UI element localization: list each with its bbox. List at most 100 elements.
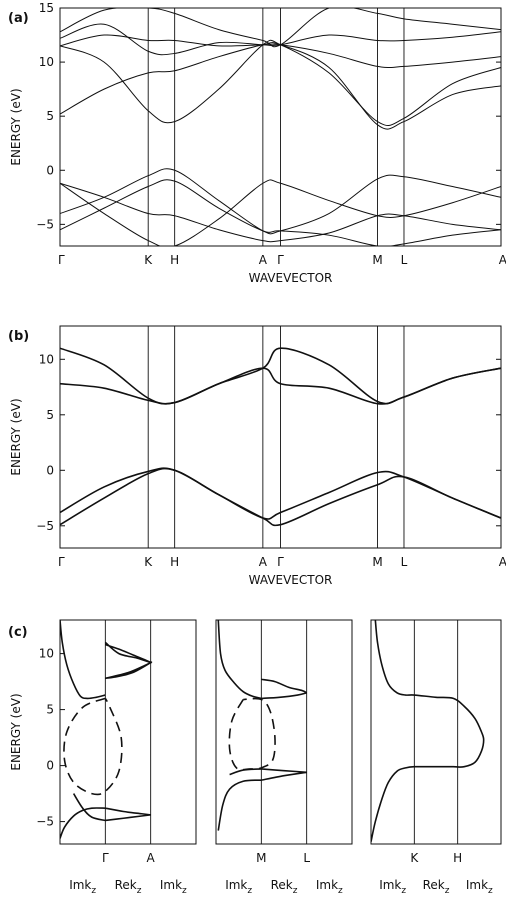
y-tick-label: −5 [36, 519, 54, 533]
band-line [261, 692, 307, 700]
kpoint-label: K [410, 851, 419, 865]
band-line [60, 39, 501, 127]
y-tick-label: 10 [39, 352, 54, 366]
complex-bands [60, 620, 153, 839]
y-tick-label: 0 [46, 463, 54, 477]
band-line [60, 467, 501, 527]
column-label-text: Imk [316, 878, 338, 892]
y-tick-label: −5 [36, 217, 54, 231]
plot-frame [59, 619, 197, 845]
panel-label: (b) [8, 329, 29, 344]
y-tick-label: 0 [46, 163, 54, 177]
x-axis-label: WAVEVECTOR [249, 573, 333, 587]
column-label-subscript: z [445, 886, 450, 896]
column-label: Imkz [379, 878, 406, 896]
band-line [261, 771, 307, 781]
y-tick-label: 15 [39, 1, 54, 15]
band-line [105, 807, 151, 816]
kpoint-label: L [401, 555, 408, 569]
kpoint-label: M [256, 851, 266, 865]
band-line [72, 793, 106, 822]
dashed-band-line [228, 697, 276, 771]
band-line [60, 182, 501, 243]
column-label: Imkz [466, 878, 493, 896]
band-line [261, 678, 308, 694]
band-line [371, 620, 485, 842]
y-axis-label: ENERGY (eV) [9, 88, 23, 165]
kpoint-label: K [144, 555, 153, 569]
column-label-text: Imk [69, 878, 91, 892]
column-label: Rekz [115, 878, 142, 896]
kpoint-label: L [401, 253, 408, 267]
complex-bands [217, 620, 308, 831]
kpoint-label: H [170, 253, 179, 267]
complex-bands [371, 620, 485, 842]
band-line [217, 620, 262, 700]
column-label-text: Imk [225, 878, 247, 892]
column-label-subscript: z [247, 886, 252, 896]
kpoint-label: K [144, 253, 153, 267]
band-line [229, 768, 262, 776]
band-line [60, 42, 501, 130]
y-axis-label: ENERGY (eV) [9, 693, 23, 770]
panel-label: (a) [8, 11, 29, 26]
column-label-subscript: z [401, 886, 406, 896]
kpoint-label: Γ [277, 253, 284, 267]
band-line [60, 179, 501, 246]
y-tick-label: 10 [39, 647, 54, 661]
column-label-subscript: z [91, 886, 96, 896]
kpoint-label: Γ [102, 851, 109, 865]
column-label-subscript: z [488, 886, 493, 896]
plot-frame [215, 619, 353, 845]
band-line [60, 179, 501, 246]
band-line [217, 779, 262, 831]
kpoint-label: H [453, 851, 462, 865]
band-line [105, 661, 153, 680]
column-label-subscript: z [137, 886, 142, 896]
y-tick-label: 5 [46, 703, 54, 717]
y-tick-label: 5 [46, 109, 54, 123]
column-label-subscript: z [182, 886, 187, 896]
panel-label: (c) [8, 625, 28, 640]
band-line [60, 8, 501, 48]
kpoint-label: Γ [58, 555, 65, 569]
band-line [261, 768, 307, 774]
y-tick-label: 10 [39, 55, 54, 69]
column-label-text: Rek [115, 878, 137, 892]
y-tick-label: 5 [46, 408, 54, 422]
band-line [60, 367, 501, 405]
column-label-text: Imk [160, 878, 182, 892]
kpoint-label: A [499, 253, 506, 267]
column-label-text: Imk [466, 878, 488, 892]
band-line [60, 34, 501, 69]
band-line [60, 168, 501, 235]
kpoint-label: Γ [58, 253, 65, 267]
column-label: Rekz [423, 878, 450, 896]
kpoint-label: A [259, 555, 268, 569]
kpoint-label: Γ [277, 555, 284, 569]
band-line [105, 814, 151, 822]
column-label-subscript: z [293, 886, 298, 896]
kpoint-label: A [499, 555, 506, 569]
column-label-subscript: z [338, 886, 343, 896]
bands [60, 347, 501, 527]
column-label-text: Rek [423, 878, 445, 892]
column-label: Imkz [316, 878, 343, 896]
band-line [60, 807, 106, 839]
kpoint-label: M [372, 555, 382, 569]
column-label-text: Imk [379, 878, 401, 892]
x-axis-label: WAVEVECTOR [249, 271, 333, 285]
column-label-text: Rek [271, 878, 293, 892]
plot-frame [370, 619, 502, 845]
band-line [104, 641, 152, 664]
kpoint-label: A [259, 253, 268, 267]
kpoint-label: H [170, 555, 179, 569]
y-tick-label: 0 [46, 759, 54, 773]
y-axis-label: ENERGY (eV) [9, 398, 23, 475]
kpoint-label: L [303, 851, 310, 865]
